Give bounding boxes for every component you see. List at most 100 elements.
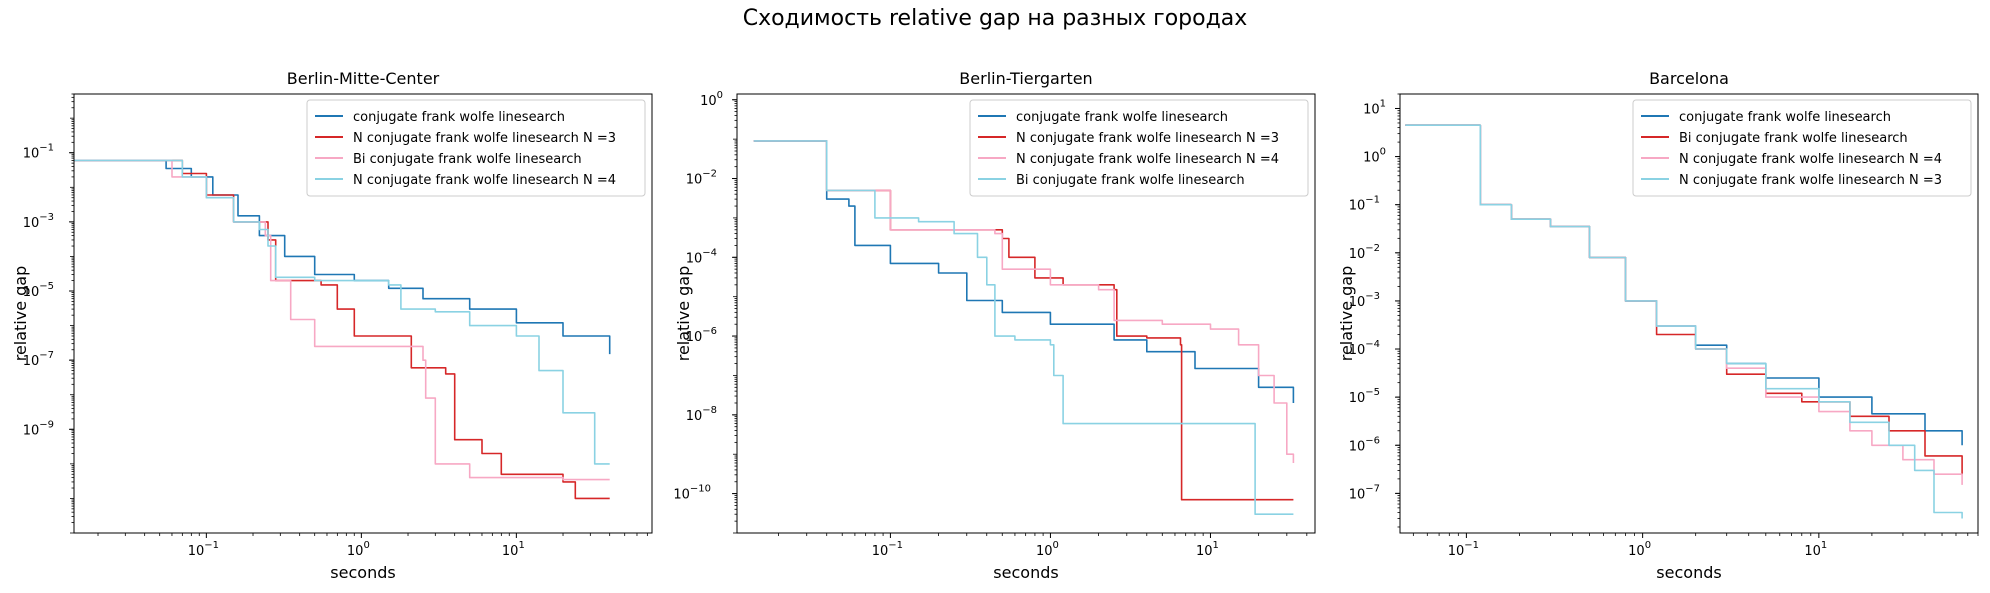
subplot-berlin-mitte-center: 10−1 100 10110−110−310−510−710−9Berlin-Mit… [11, 69, 653, 582]
chart1-legend-label: N conjugate frank wolfe linesearch N =3 [353, 131, 616, 146]
chart2-legend-label: conjugate frank wolfe linesearch [1016, 110, 1228, 125]
chart3-y-tick-label: 10−6 [1349, 435, 1380, 454]
chart1-legend: conjugate frank wolfe linesearch N conjug… [306, 99, 646, 197]
chart3-y-tick-exponent: −4 [1365, 339, 1380, 350]
chart3-x-tick-exponent: 0 [1645, 540, 1651, 551]
chart3-legend-label: N conjugate frank wolfe linesearch N =3 [1679, 173, 1942, 188]
chart3-y-tick-exponent: −3 [1365, 291, 1380, 302]
chart2-title: Berlin-Tiergarten [959, 69, 1092, 88]
chart1-series-n-conjugate-frank-wolfe-linesearch-n-4 [74, 159, 610, 465]
chart2-x-tick-exponent: 0 [1053, 540, 1059, 551]
chart1-axes-frame [73, 93, 653, 534]
chart3-y-tick-exponent: −6 [1365, 435, 1380, 446]
chart1-y-tick-exponent: −1 [39, 143, 54, 154]
chart3-legend-label: N conjugate frank wolfe linesearch N =4 [1679, 152, 1942, 167]
chart2-y-tick-label: 100 [700, 90, 723, 109]
chart1-ylabel: relative gap [11, 266, 30, 362]
chart1-x-tick-label: 101 [502, 540, 525, 559]
chart2-y-tick-exponent: −6 [702, 326, 717, 337]
chart3-y-minor-ticks [1396, 93, 1400, 528]
chart1-series-group [74, 159, 611, 500]
chart3-y-tick-exponent: −5 [1365, 387, 1380, 398]
chart3-legend-box [1632, 99, 1972, 197]
chart3-series-n-conjugate-frank-wolfe-linesearch-n-3 [1405, 124, 1963, 519]
chart3-y-tick-label: 10−2 [1349, 243, 1380, 262]
chart2-legend: conjugate frank wolfe linesearch N conjug… [969, 99, 1309, 197]
chart1-xlabel: seconds [330, 563, 395, 582]
chart2-y-tick-exponent: −8 [702, 405, 717, 416]
chart2-series-conjugate-frank-wolfe-linesearch [753, 140, 1295, 403]
chart2-legend-label: Bi conjugate frank wolfe linesearch [1016, 173, 1245, 188]
chart2-y-tick-label: 10−2 [686, 169, 717, 188]
chart1-y-minor-ticks [70, 93, 74, 534]
chart2-x-tick-label: 101 [1196, 540, 1219, 559]
chart2-ylabel: relative gap [674, 266, 693, 362]
chart3-legend-label: conjugate frank wolfe linesearch [1679, 110, 1891, 125]
chart2-y-tick-label: 10−8 [686, 405, 717, 424]
chart3-y-tick-exponent: 1 [1380, 98, 1386, 109]
chart1-series-n-conjugate-frank-wolfe-linesearch-n-3 [74, 159, 610, 500]
chart1-series-conjugate-frank-wolfe-linesearch [74, 159, 611, 355]
chart2-y-tick-exponent: 0 [717, 90, 723, 101]
chart3-legend-label: Bi conjugate frank wolfe linesearch [1679, 131, 1908, 146]
chart2-y-minor-ticks [733, 99, 737, 534]
chart1-y-tick-exponent: −9 [39, 419, 54, 430]
chart1-y-tick-label: 10−9 [23, 419, 54, 438]
chart1-y-tick-label: 10−1 [23, 143, 54, 162]
chart2-legend-box [969, 99, 1309, 197]
chart2-legend-label: N conjugate frank wolfe linesearch N =4 [1016, 152, 1279, 167]
chart2-series-group [753, 140, 1295, 515]
figure-title: Сходимость relative gap на разных города… [742, 6, 1248, 31]
chart2-y-tick-exponent: −2 [702, 169, 717, 180]
chart1-x-tick-exponent: 1 [518, 540, 524, 551]
chart1-title: Berlin-Mitte-Center [287, 69, 440, 88]
chart3-y-tick-label: 10−7 [1349, 483, 1380, 502]
chart3-x-tick-label: 100 [1628, 540, 1651, 559]
chart1-legend-label: Bi conjugate frank wolfe linesearch [353, 152, 582, 167]
chart1-y-tick-exponent: −5 [39, 281, 54, 292]
chart2-y-tick-label: 10−10 [673, 484, 711, 503]
chart1-x-tick-label: 100 [347, 540, 370, 559]
chart3-y-tick-label: 101 [1363, 98, 1386, 117]
chart3-y-tick-label: 10−1 [1349, 195, 1380, 214]
chart2-y-tick-label: 10−4 [686, 247, 717, 266]
chart3-axes-frame [1399, 93, 1979, 534]
chart3-y-tick-exponent: −1 [1365, 195, 1380, 206]
chart3-x-tick-label: 10−1 [1448, 540, 1479, 559]
chart2-x-tick-exponent: 1 [1213, 540, 1219, 551]
chart1-legend-label: conjugate frank wolfe linesearch [353, 110, 565, 125]
chart1-legend-label: N conjugate frank wolfe linesearch N =4 [353, 173, 616, 188]
chart2-xlabel: seconds [993, 563, 1058, 582]
chart3-y-tick-label: 10−5 [1349, 387, 1380, 406]
chart2-y-tick-exponent: −10 [690, 484, 711, 495]
chart1-y-tick-label: 10−3 [23, 212, 54, 231]
chart3-y-tick-exponent: −7 [1365, 483, 1380, 494]
chart3-legend: conjugate frank wolfe linesearch Bi conju… [1632, 99, 1972, 197]
chart3-x-tick-exponent: −1 [1464, 540, 1479, 551]
chart1-legend-box [306, 99, 646, 197]
chart2-series-bi-conjugate-frank-wolfe-linesearch [753, 140, 1294, 515]
chart3-title: Barcelona [1649, 69, 1729, 88]
subplot-barcelona: 10−1 100 101 101 100 10−1 10−2 1 0 −3 1 0 −4 10−5 10−6… [1337, 69, 1979, 582]
chart3-x-tick-exponent: 1 [1821, 540, 1827, 551]
chart1-y-tick-exponent: −7 [39, 350, 54, 361]
chart3-x-tick-label: 101 [1804, 540, 1827, 559]
chart3-y-tick-exponent: −2 [1365, 243, 1380, 254]
chart3-y-tick-label: 100 [1363, 147, 1386, 166]
chart3-xlabel: seconds [1656, 563, 1721, 582]
chart2-y-tick-exponent: −4 [702, 247, 717, 258]
subplot-berlin-tiergarten: 10−1 100 101 100 10−2 10−4 1 0 −6 10−8 10−10 Berlin… [673, 69, 1316, 582]
chart2-legend-label: N conjugate frank wolfe linesearch N =3 [1016, 131, 1279, 146]
chart1-x-tick-label: 10−1 [188, 540, 219, 559]
chart2-x-tick-exponent: −1 [888, 540, 903, 551]
chart2-series-n-conjugate-frank-wolfe-linesearch-n-4 [753, 140, 1295, 463]
chart3-y-tick-exponent: 0 [1380, 147, 1386, 158]
chart2-x-tick-label: 10−1 [872, 540, 903, 559]
chart3-series-group [1405, 124, 1963, 519]
chart1-x-tick-exponent: 0 [363, 540, 369, 551]
chart1-x-tick-exponent: −1 [204, 540, 219, 551]
chart2-axes-frame [736, 93, 1316, 534]
chart2-x-tick-label: 100 [1036, 540, 1059, 559]
chart1-y-tick-exponent: −3 [39, 212, 54, 223]
